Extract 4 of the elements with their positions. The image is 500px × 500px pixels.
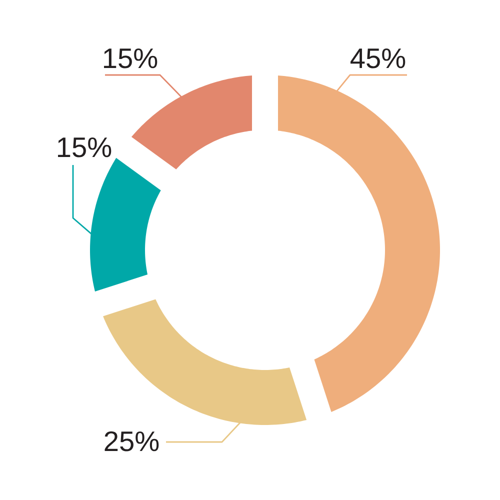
data-label: 45% [350,48,406,68]
data-label: 15% [58,137,112,158]
data-label: 25% [104,431,159,452]
data-label: 15% [104,48,158,68]
